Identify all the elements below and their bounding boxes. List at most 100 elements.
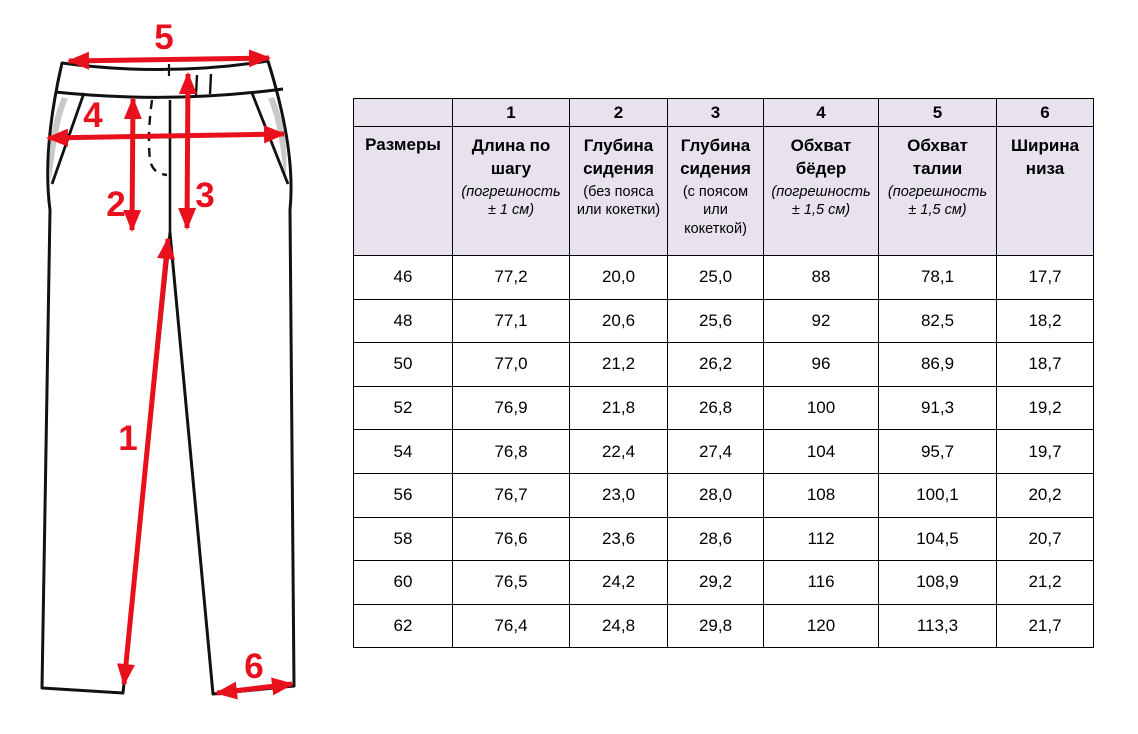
value-cell-col-2: 21,2 [569, 342, 668, 387]
column-header-1: Длина по шагу (погрешность ± 1 см) [452, 126, 570, 256]
value-cell-col-1: 76,8 [452, 429, 570, 474]
value-cell-col-5: 95,7 [878, 429, 997, 474]
value-cell-col-1: 77,1 [452, 298, 570, 344]
pants-silhouette [40, 59, 296, 696]
size-cell: 60 [353, 560, 453, 605]
measure-arrow-3: 3 [178, 72, 215, 230]
value-cell-col-5: 100,1 [878, 472, 997, 518]
value-cell-col-4: 96 [763, 342, 879, 387]
value-cell-col-6: 20,7 [996, 516, 1094, 562]
value-cell-col-3: 26,8 [667, 385, 764, 431]
value-cell-col-1: 76,6 [452, 516, 570, 562]
value-cell-col-3: 28,0 [667, 472, 764, 518]
value-cell-col-5: 82,5 [878, 298, 997, 344]
value-cell-col-4: 120 [763, 603, 879, 649]
table-row-size-50: 50 77,0 21,2 26,2 96 86,9 18,7 [353, 342, 1094, 387]
corner-number-cell [353, 98, 453, 127]
value-cell-col-6: 19,7 [996, 429, 1094, 474]
value-cell-col-5: 104,5 [878, 516, 997, 562]
value-cell-col-6: 21,2 [996, 560, 1094, 605]
measure-arrow-1: 1 [117, 237, 175, 686]
column-header-5: Обхват талии (погрешность ± 1,5 см) [878, 126, 997, 256]
value-cell-col-4: 88 [763, 255, 879, 300]
value-cell-col-2: 22,4 [569, 429, 668, 474]
column-number-2: 2 [569, 98, 668, 127]
value-cell-col-1: 77,2 [452, 255, 570, 300]
fly-dashed-line [147, 99, 168, 177]
size-cell: 54 [353, 429, 453, 474]
value-cell-col-5: 86,9 [878, 342, 997, 387]
measure-arrow-6: 6 [215, 647, 294, 700]
table-row-size-58: 58 76,6 23,6 28,6 112 104,5 20,7 [353, 516, 1094, 562]
value-cell-col-6: 19,2 [996, 385, 1094, 431]
value-cell-col-1: 76,4 [452, 603, 570, 649]
measure-arrow-4: 4 [46, 96, 286, 147]
value-cell-col-2: 24,8 [569, 603, 668, 649]
size-cell: 52 [353, 385, 453, 431]
column-number-6: 6 [996, 98, 1094, 127]
value-cell-col-6: 21,7 [996, 603, 1094, 649]
value-cell-col-2: 20,0 [569, 255, 668, 300]
value-cell-col-6: 18,7 [996, 342, 1094, 387]
column-header-6: Ширина низа [996, 126, 1094, 256]
column-title-1: Длина по шагу [471, 136, 551, 178]
column-number-3: 3 [667, 98, 764, 127]
value-cell-col-3: 25,6 [667, 298, 764, 344]
table-row-size-62: 62 76,4 24,8 29,8 120 113,3 21,7 [353, 603, 1094, 649]
value-cell-col-5: 113,3 [878, 603, 997, 649]
column-note-4: (погрешность ± 1,5 см) [771, 183, 871, 219]
size-cell: 58 [353, 516, 453, 562]
size-cell: 50 [353, 342, 453, 387]
column-title-2: Глубина сидения [583, 136, 654, 178]
value-cell-col-5: 108,9 [878, 560, 997, 605]
measure-arrow-2: 2 [106, 97, 142, 232]
table-row-size-54: 54 76,8 22,4 27,4 104 95,7 19,7 [353, 429, 1094, 474]
value-cell-col-2: 21,8 [569, 385, 668, 431]
column-title-3: Глубина сидения [680, 136, 751, 178]
column-header-2: Глубина сидения (без пояса или кокетки) [569, 126, 668, 256]
marker-label-4: 4 [83, 96, 103, 135]
table-row-size-52: 52 76,9 21,8 26,8 100 91,3 19,2 [353, 385, 1094, 431]
value-cell-col-3: 27,4 [667, 429, 764, 474]
value-cell-col-5: 78,1 [878, 255, 997, 300]
value-cell-col-6: 18,2 [996, 298, 1094, 344]
column-number-1: 1 [452, 98, 570, 127]
table-header-row-names: Размеры Длина по шагу (погрешность ± 1 см)… [353, 126, 1094, 256]
value-cell-col-4: 112 [763, 516, 879, 562]
value-cell-col-4: 108 [763, 472, 879, 518]
size-cell: 62 [353, 603, 453, 649]
value-cell-col-3: 29,8 [667, 603, 764, 649]
size-table-body: 46 77,2 20,0 25,0 88 78,1 17,7 48 77,1 20,6 25,6 92… [353, 255, 1094, 649]
column-note-1: (погрешность ± 1 см) [461, 183, 561, 219]
value-cell-col-3: 26,2 [667, 342, 764, 387]
value-cell-col-3: 29,2 [667, 560, 764, 605]
marker-label-6: 6 [244, 647, 263, 686]
column-note-5: (погрешность ± 1,5 см) [887, 183, 988, 219]
value-cell-col-2: 24,2 [569, 560, 668, 605]
table-row-size-46: 46 77,2 20,0 25,0 88 78,1 17,7 [353, 255, 1094, 300]
size-cell: 56 [353, 472, 453, 518]
belt-tab-left-edge [194, 74, 199, 96]
column-number-5: 5 [878, 98, 997, 127]
value-cell-col-2: 23,0 [569, 472, 668, 518]
marker-label-5: 5 [154, 18, 173, 57]
marker-label-2: 2 [106, 185, 125, 224]
column-title-5: Обхват талии [907, 136, 968, 178]
column-number-4: 4 [763, 98, 879, 127]
value-cell-col-5: 91,3 [878, 385, 997, 431]
table-row-size-48: 48 77,1 20,6 25,6 92 82,5 18,2 [353, 298, 1094, 344]
table-row-size-60: 60 76,5 24,2 29,2 116 108,9 21,2 [353, 560, 1094, 605]
value-cell-col-4: 104 [763, 429, 879, 474]
marker-label-3: 3 [195, 176, 214, 215]
size-cell: 46 [353, 255, 453, 300]
value-cell-col-3: 25,0 [667, 255, 764, 300]
table-row-size-56: 56 76,7 23,0 28,0 108 100,1 20,2 [353, 472, 1094, 518]
marker-label-1: 1 [118, 419, 137, 458]
column-note-3: (с поясом или кокеткой) [682, 183, 749, 237]
pants-diagram: 5 4 2 3 1 6 [40, 18, 296, 700]
value-cell-col-1: 76,5 [452, 560, 570, 605]
value-cell-col-6: 17,7 [996, 255, 1094, 300]
belt-tab-right-edge [208, 73, 213, 95]
